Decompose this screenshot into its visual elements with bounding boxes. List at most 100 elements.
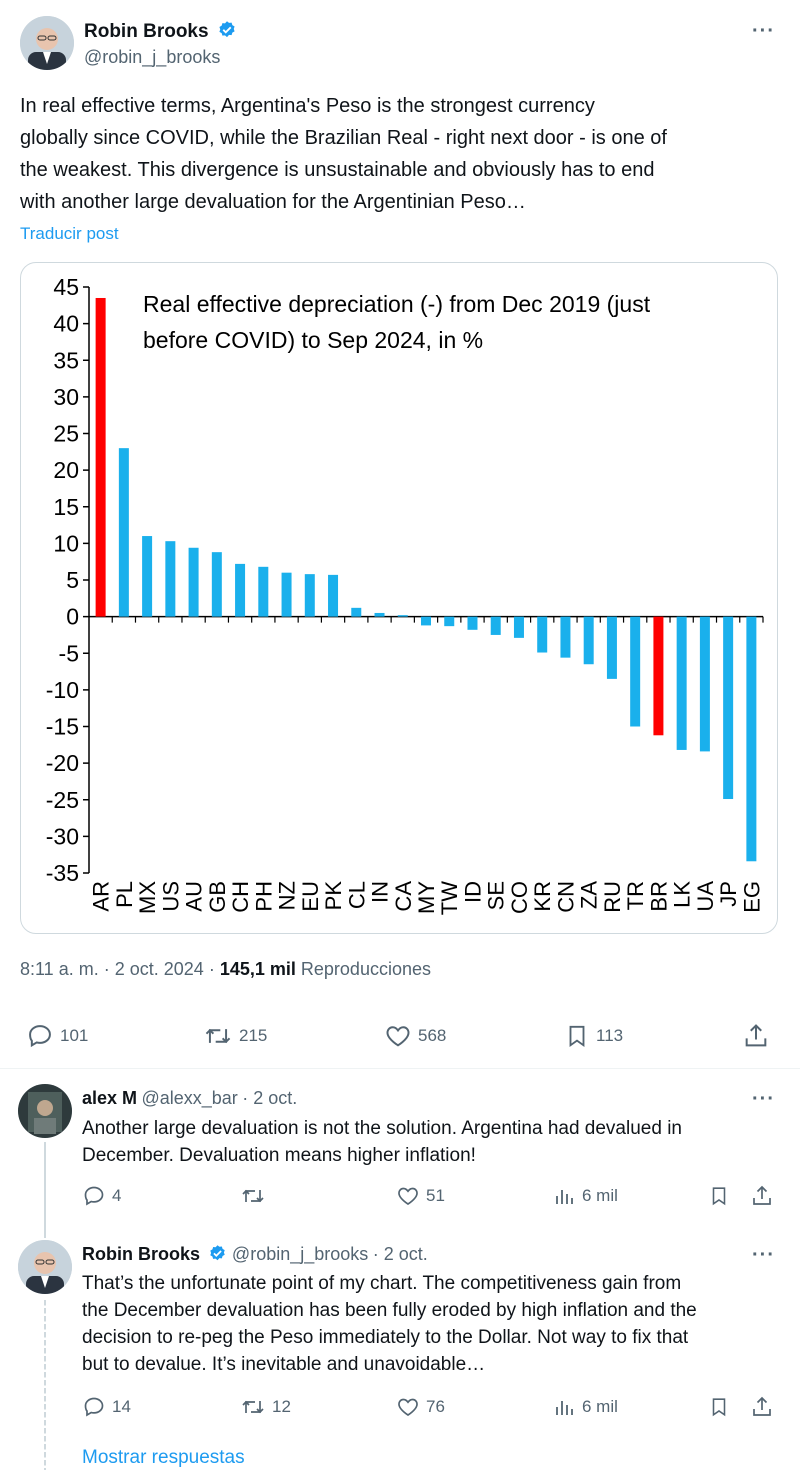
- y-tick-label: 10: [53, 530, 79, 556]
- heart-icon: [398, 1398, 418, 1416]
- like-count: 76: [426, 1397, 445, 1416]
- share-button[interactable]: [750, 1395, 780, 1419]
- repost-button[interactable]: 12: [240, 1395, 291, 1419]
- views-button[interactable]: 6 mil: [552, 1395, 618, 1419]
- reply-text-line: but to devalue. It’s inevitable and unav…: [82, 1354, 486, 1375]
- bar-in: [374, 612, 385, 617]
- x-tick-label: US: [158, 881, 183, 912]
- reply-author-name[interactable]: alex M: [82, 1088, 138, 1108]
- x-tick-label: UA: [693, 881, 718, 912]
- show-replies-link[interactable]: Mostrar respuestas: [82, 1447, 245, 1468]
- x-tick-label: CO: [507, 881, 532, 914]
- tweet-text-line: globally since COVID, while the Brazilia…: [20, 127, 667, 149]
- verified-badge-icon: [208, 1244, 227, 1268]
- translate-post-link[interactable]: Traducir post: [20, 224, 119, 243]
- bar-jp: [723, 616, 734, 800]
- like-button[interactable]: 568: [384, 1022, 446, 1050]
- y-tick-label: 15: [53, 494, 79, 520]
- reply-date[interactable]: 2 oct.: [253, 1088, 298, 1108]
- reply-avatar[interactable]: [18, 1084, 72, 1138]
- bookmark-button[interactable]: 113: [564, 1022, 623, 1050]
- bar-eg: [746, 616, 757, 862]
- x-tick-label: CL: [344, 881, 369, 909]
- reply-author-handle[interactable]: @alexx_bar: [141, 1088, 238, 1108]
- share-button[interactable]: [742, 1022, 776, 1050]
- bar-my: [421, 616, 431, 626]
- bar-za: [583, 616, 594, 665]
- y-tick-label: 20: [53, 457, 79, 483]
- reply-count: 4: [112, 1186, 122, 1205]
- tweet-date[interactable]: 2 oct. 2024: [114, 959, 204, 979]
- x-tick-label: CN: [553, 881, 578, 913]
- share-button[interactable]: [750, 1184, 780, 1208]
- y-tick-label: 35: [53, 347, 79, 373]
- reply-icon: [29, 1025, 51, 1048]
- meta-separator: ·: [242, 1088, 254, 1108]
- heart-icon: [398, 1187, 418, 1205]
- reply-text-line: decision to re-peg the Peso immediately …: [82, 1327, 689, 1348]
- author-avatar[interactable]: [20, 16, 74, 70]
- bar-kr: [537, 616, 548, 653]
- reply-date[interactable]: 2 oct.: [383, 1244, 428, 1264]
- share-icon: [753, 1185, 771, 1205]
- bar-id: [467, 616, 478, 630]
- more-options-icon[interactable]: ···: [752, 1244, 775, 1266]
- reply-text: That’s the unfortunate point of my chart…: [82, 1270, 792, 1378]
- repost-button[interactable]: [240, 1184, 272, 1208]
- reply-count: 14: [112, 1397, 131, 1416]
- reply-text-line: the December devaluation has been fully …: [82, 1300, 697, 1321]
- like-button[interactable]: 76: [396, 1395, 445, 1419]
- bar-chart: 45 40 35 30 25 20 15 10 5 0 -5 -10 -15 -20 -25 -30 -35 A…: [46, 274, 765, 915]
- heart-icon: [386, 1026, 410, 1047]
- tweet-text-line: with another large devaluation for the A…: [20, 191, 526, 213]
- verified-badge-icon: [217, 20, 237, 45]
- x-tick-label: LK: [670, 881, 695, 908]
- bookmark-button[interactable]: [708, 1184, 736, 1208]
- thread-line: [44, 1142, 46, 1238]
- author-name[interactable]: Robin Brooks: [84, 21, 209, 42]
- author-name-row[interactable]: Robin Brooks: [84, 20, 237, 45]
- x-tick-label: MY: [414, 881, 439, 914]
- x-tick-label: AU: [182, 881, 207, 912]
- bar-br: [653, 616, 664, 736]
- reply-text-line: That’s the unfortunate point of my chart…: [82, 1273, 682, 1294]
- bar-pk: [328, 574, 339, 617]
- chart-image[interactable]: 45 40 35 30 25 20 15 10 5 0 -5 -10 -15 -20 -25 -30 -35 A…: [20, 262, 778, 934]
- bar-au: [188, 547, 199, 617]
- more-options-icon[interactable]: ···: [752, 20, 775, 42]
- repost-button[interactable]: 215: [203, 1022, 267, 1050]
- author-handle[interactable]: @robin_j_brooks: [84, 47, 221, 67]
- like-button[interactable]: 51: [396, 1184, 445, 1208]
- y-tick-label: 45: [53, 274, 79, 300]
- more-options-icon[interactable]: ···: [752, 1088, 775, 1110]
- bar-tr: [630, 616, 641, 727]
- reply-text-line: Another large devaluation is not the sol…: [82, 1118, 682, 1139]
- reply-avatar[interactable]: [18, 1240, 72, 1294]
- y-tick-label: -30: [46, 823, 79, 849]
- reply-author-name[interactable]: Robin Brooks: [82, 1244, 201, 1264]
- chart-title-line: before COVID) to Sep 2024, in %: [143, 327, 483, 353]
- reply-text: Another large devaluation is not the sol…: [82, 1115, 782, 1169]
- bookmark-icon: [712, 1187, 726, 1206]
- views-button[interactable]: 6 mil: [552, 1184, 618, 1208]
- bookmark-button[interactable]: [708, 1395, 736, 1419]
- reply-icon: [84, 1186, 104, 1206]
- reply-button[interactable]: 14: [82, 1395, 131, 1419]
- y-tick-label: -25: [46, 787, 79, 813]
- tweet-text-line: In real effective terms, Argentina's Pes…: [20, 95, 595, 117]
- y-tick-label: 0: [66, 604, 79, 630]
- tweet-time[interactable]: 8:11 a. m.: [20, 959, 99, 979]
- thread-line: [44, 1300, 46, 1470]
- reply-button[interactable]: 4: [82, 1184, 121, 1208]
- tweet-text: In real effective terms, Argentina's Pes…: [20, 90, 790, 218]
- bar-eu: [304, 574, 315, 617]
- reply-author-handle[interactable]: @robin_j_brooks: [231, 1244, 369, 1264]
- y-tick-label: -5: [59, 640, 79, 666]
- analytics-icon: [556, 1401, 573, 1415]
- bar-cn: [560, 616, 571, 658]
- bar-ph: [258, 566, 269, 617]
- meta-separator: ·: [372, 1244, 384, 1264]
- x-tick-label: JP: [716, 881, 741, 907]
- x-tick-label: RU: [600, 881, 625, 913]
- reply-button[interactable]: 101: [26, 1022, 88, 1050]
